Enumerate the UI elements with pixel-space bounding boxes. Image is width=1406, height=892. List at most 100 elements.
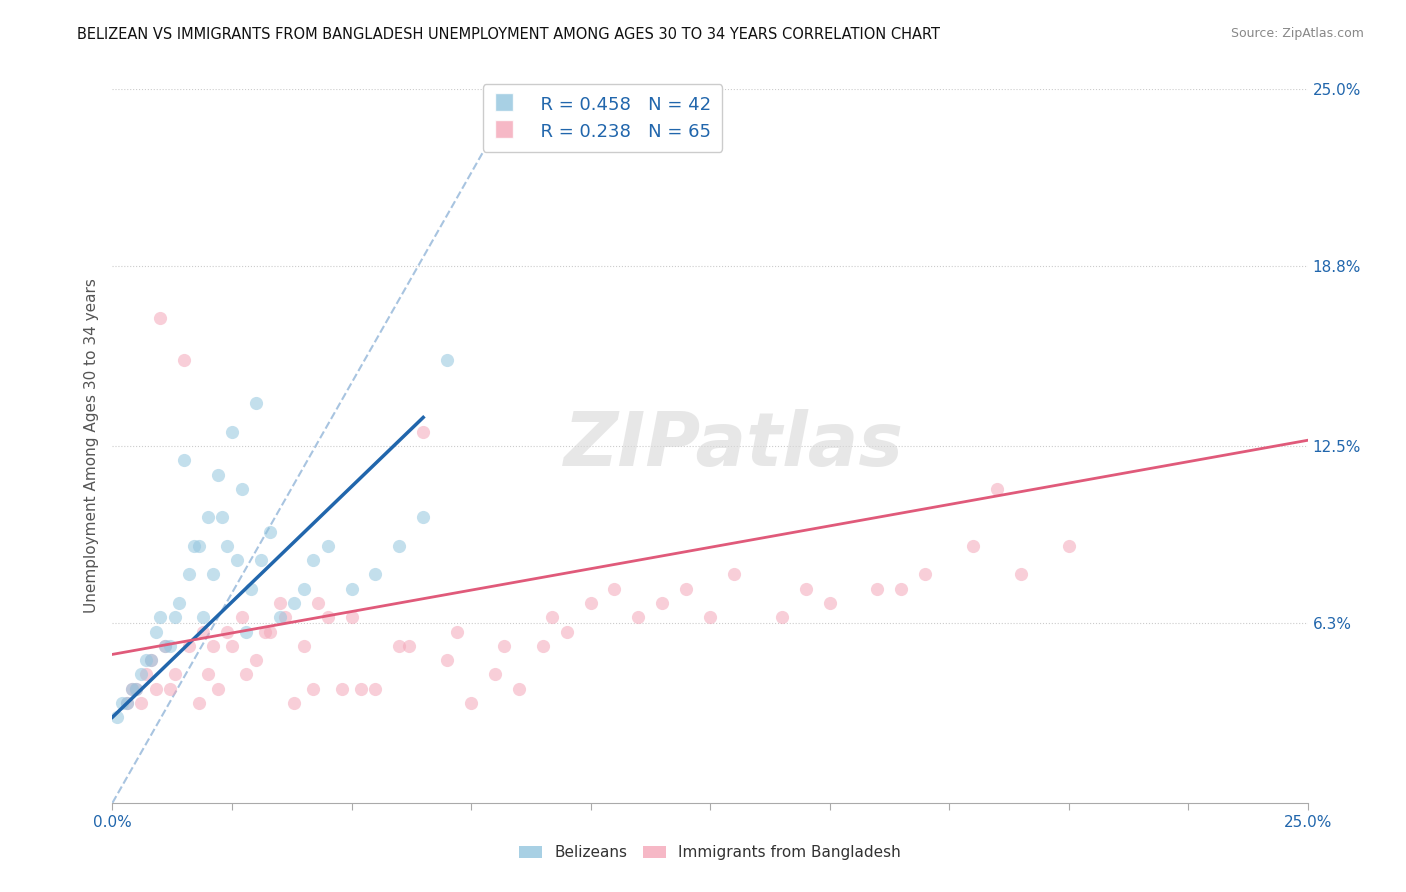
Point bbox=[225, 553, 247, 567]
Point bbox=[675, 582, 697, 596]
Point bbox=[412, 510, 434, 524]
Point bbox=[283, 596, 305, 610]
Point bbox=[890, 582, 912, 596]
Point bbox=[217, 539, 239, 553]
Point bbox=[541, 610, 564, 624]
Point bbox=[269, 596, 291, 610]
Point bbox=[235, 624, 257, 639]
Point bbox=[139, 653, 162, 667]
Point bbox=[231, 610, 253, 624]
Point bbox=[292, 582, 315, 596]
Point bbox=[125, 681, 148, 696]
Point bbox=[159, 639, 181, 653]
Point bbox=[579, 596, 602, 610]
Point bbox=[197, 667, 219, 681]
Point bbox=[193, 624, 215, 639]
Point bbox=[340, 582, 363, 596]
Point bbox=[484, 667, 506, 681]
Point bbox=[201, 639, 224, 653]
Point bbox=[187, 696, 209, 710]
Point bbox=[149, 610, 172, 624]
Point bbox=[651, 596, 673, 610]
Point bbox=[1057, 539, 1080, 553]
Point bbox=[350, 681, 373, 696]
Point bbox=[962, 539, 984, 553]
Point bbox=[121, 681, 143, 696]
Point bbox=[177, 567, 200, 582]
Point bbox=[135, 653, 157, 667]
Point bbox=[302, 553, 325, 567]
Point bbox=[245, 396, 267, 410]
Point bbox=[217, 624, 239, 639]
Point bbox=[364, 567, 387, 582]
Point bbox=[986, 482, 1008, 496]
Point bbox=[316, 539, 339, 553]
Point bbox=[460, 696, 482, 710]
Point bbox=[307, 596, 329, 610]
Point bbox=[494, 639, 516, 653]
Point bbox=[169, 596, 191, 610]
Point bbox=[398, 639, 420, 653]
Point bbox=[388, 639, 411, 653]
Point bbox=[201, 567, 224, 582]
Point bbox=[183, 539, 205, 553]
Point bbox=[388, 539, 411, 553]
Point bbox=[340, 610, 363, 624]
Point bbox=[603, 582, 626, 596]
Point bbox=[254, 624, 277, 639]
Point bbox=[436, 653, 458, 667]
Point bbox=[153, 639, 176, 653]
Point bbox=[627, 610, 650, 624]
Point bbox=[235, 667, 257, 681]
Point bbox=[412, 425, 434, 439]
Point bbox=[129, 696, 152, 710]
Y-axis label: Unemployment Among Ages 30 to 34 years: Unemployment Among Ages 30 to 34 years bbox=[83, 278, 98, 614]
Point bbox=[159, 681, 181, 696]
Text: Source: ZipAtlas.com: Source: ZipAtlas.com bbox=[1230, 27, 1364, 40]
Point bbox=[115, 696, 138, 710]
Point bbox=[129, 667, 152, 681]
Point bbox=[818, 596, 841, 610]
Point bbox=[292, 639, 315, 653]
Point bbox=[125, 681, 148, 696]
Point bbox=[794, 582, 817, 596]
Text: BELIZEAN VS IMMIGRANTS FROM BANGLADESH UNEMPLOYMENT AMONG AGES 30 TO 34 YEARS CO: BELIZEAN VS IMMIGRANTS FROM BANGLADESH U… bbox=[77, 27, 941, 42]
Point bbox=[135, 667, 157, 681]
Point bbox=[173, 353, 195, 368]
Point bbox=[163, 667, 186, 681]
Point bbox=[145, 681, 167, 696]
Point bbox=[221, 639, 243, 653]
Point bbox=[446, 624, 468, 639]
Point bbox=[111, 696, 134, 710]
Point bbox=[105, 710, 128, 724]
Point bbox=[177, 639, 200, 653]
Point bbox=[273, 610, 295, 624]
Point bbox=[723, 567, 745, 582]
Point bbox=[364, 681, 387, 696]
Point bbox=[508, 681, 530, 696]
Point bbox=[259, 524, 281, 539]
Point bbox=[531, 639, 554, 653]
Point bbox=[1010, 567, 1032, 582]
Point bbox=[699, 610, 721, 624]
Point bbox=[316, 610, 339, 624]
Point bbox=[436, 353, 458, 368]
Point bbox=[173, 453, 195, 467]
Point bbox=[330, 681, 353, 696]
Point bbox=[197, 510, 219, 524]
Legend: Belizeans, Immigrants from Bangladesh: Belizeans, Immigrants from Bangladesh bbox=[513, 839, 907, 866]
Point bbox=[149, 310, 172, 325]
Text: ZIPatlas: ZIPatlas bbox=[564, 409, 904, 483]
Point bbox=[245, 653, 267, 667]
Point bbox=[866, 582, 889, 596]
Point bbox=[153, 639, 176, 653]
Point bbox=[193, 610, 215, 624]
Point bbox=[121, 681, 143, 696]
Point bbox=[914, 567, 936, 582]
Point bbox=[269, 610, 291, 624]
Point bbox=[259, 624, 281, 639]
Point bbox=[221, 425, 243, 439]
Point bbox=[211, 510, 233, 524]
Point bbox=[302, 681, 325, 696]
Point bbox=[207, 467, 229, 482]
